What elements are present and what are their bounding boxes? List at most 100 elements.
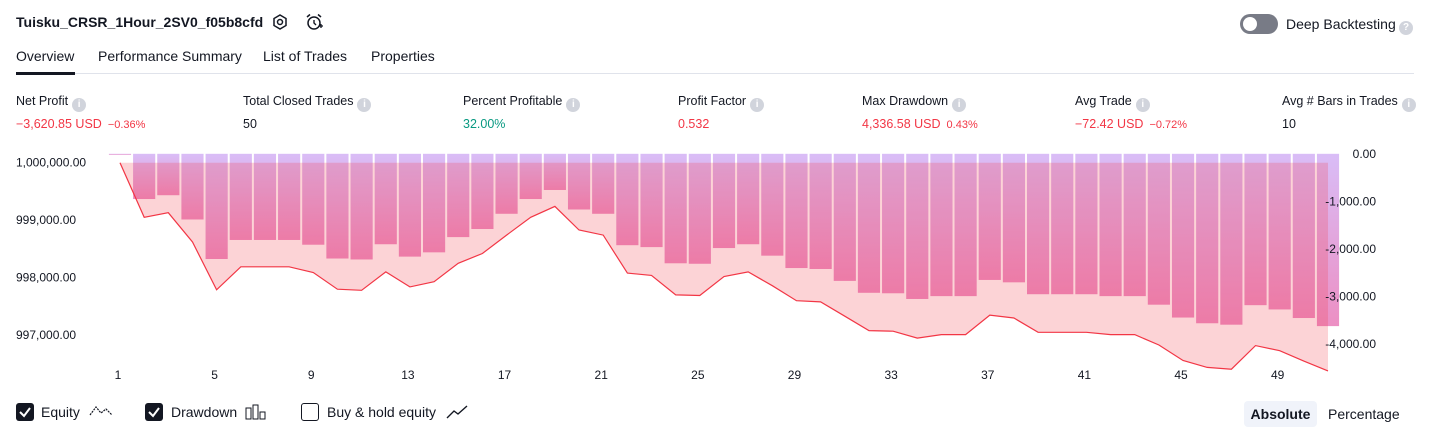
info-icon[interactable]: i — [1401, 98, 1416, 112]
drawdown-bar — [1292, 153, 1315, 319]
drawdown-bar — [1099, 153, 1122, 297]
alarm-clock-icon[interactable] — [304, 12, 324, 32]
drawdown-bar — [882, 153, 905, 294]
stat-value: 10 — [1282, 117, 1296, 131]
stat-percent: −0.36% — [107, 119, 146, 131]
stat-max-drawdown: Max Drawdown i 4,336.58 USD 0.43% — [862, 94, 978, 131]
equity-drawdown-chart[interactable]: 1,000,000.00 999,000.00 998,000.00 997,000.… — [0, 140, 1431, 380]
tab-properties[interactable]: Properties — [371, 48, 435, 64]
x-axis: 1 5 9 13 17 21 25 29 33 37 41 45 49 — [115, 368, 1285, 380]
right-axis-tick: -2,000.00 — [1325, 242, 1376, 256]
settings-icon[interactable] — [270, 12, 290, 32]
right-axis-tick: -3,000.00 — [1325, 290, 1376, 304]
drawdown-bar — [1196, 153, 1219, 324]
drawdown-bar — [1147, 153, 1170, 305]
stat-value: 4,336.58 USD — [862, 117, 941, 131]
x-axis-tick: 1 — [115, 368, 122, 380]
right-axis-tick: 0.00 — [1353, 147, 1377, 161]
stat-label: Total Closed Trades — [243, 94, 354, 108]
stat-net-profit: Net Profit i −3,620.85 USD −0.36% — [16, 94, 145, 131]
drawdown-bar — [664, 153, 687, 264]
drawdown-bar — [447, 153, 470, 238]
trend-line-icon — [446, 405, 468, 419]
percentage-scale-button[interactable]: Percentage — [1328, 406, 1400, 422]
active-tab-indicator — [16, 72, 75, 75]
x-axis-tick: 5 — [211, 368, 218, 380]
drawdown-bar — [1244, 153, 1267, 306]
equity-line-icon — [89, 406, 113, 416]
drawdown-bar — [954, 153, 977, 297]
right-axis-tick: -1,000.00 — [1325, 194, 1376, 208]
drawdown-bar — [471, 153, 494, 230]
x-axis-tick: 9 — [308, 368, 315, 380]
info-icon[interactable]: i — [72, 98, 87, 112]
legend-label: Buy & hold equity — [327, 404, 436, 420]
stat-value: 50 — [243, 117, 257, 131]
stat-value: 32.00% — [463, 117, 506, 131]
stat-profit-factor: Profit Factor i 0.532 — [678, 94, 765, 131]
drawdown-bar — [1316, 153, 1340, 327]
tab-overview[interactable]: Overview — [16, 48, 75, 64]
drawdown-bar — [374, 153, 397, 245]
x-axis-tick: 13 — [401, 368, 415, 380]
drawdown-bar — [278, 153, 301, 240]
x-axis-tick: 25 — [691, 368, 705, 380]
drawdown-bar — [350, 153, 373, 260]
drawdown-bar — [712, 153, 736, 249]
x-axis-tick: 41 — [1078, 368, 1092, 380]
info-icon[interactable]: i — [1135, 98, 1150, 112]
info-icon[interactable]: i — [952, 98, 967, 112]
legend-label: Drawdown — [171, 404, 238, 420]
info-icon[interactable]: i — [357, 98, 372, 112]
drawdown-bar — [495, 153, 518, 214]
drawdown-bar — [1268, 153, 1291, 310]
deep-backtesting-toggle[interactable] — [1240, 14, 1278, 34]
info-icon[interactable]: i — [750, 98, 765, 112]
help-icon[interactable]: ? — [1399, 17, 1413, 35]
stat-label: Avg Trade — [1075, 94, 1132, 108]
drawdown-bar — [423, 153, 446, 253]
checkbox-unchecked-icon[interactable] — [301, 403, 319, 421]
drawdown-bar — [592, 153, 615, 214]
absolute-scale-button[interactable]: Absolute — [1244, 401, 1317, 427]
legend-label: Equity — [41, 404, 80, 420]
drawdown-bar — [543, 153, 566, 190]
left-axis: 1,000,000.00 999,000.00 998,000.00 997,000.… — [16, 156, 86, 343]
drawdown-bar — [157, 153, 180, 196]
drawdown-bar — [688, 153, 711, 264]
x-axis-tick: 29 — [788, 368, 802, 380]
stat-label: Profit Factor — [678, 94, 747, 108]
drawdown-bar — [1123, 153, 1146, 297]
stat-label: Avg # Bars in Trades — [1282, 94, 1398, 108]
x-axis-tick: 33 — [884, 368, 898, 380]
bar-chart-icon — [245, 404, 266, 420]
stat-total-closed-trades: Total Closed Trades i 50 — [243, 94, 372, 131]
stat-value: −72.42 USD — [1075, 117, 1144, 131]
toggle-knob — [1243, 17, 1257, 31]
x-axis-tick: 49 — [1271, 368, 1285, 380]
stat-percent: −0.72% — [1149, 119, 1188, 131]
drawdown-bar — [930, 153, 953, 297]
checkbox-checked-icon[interactable] — [16, 403, 34, 421]
drawdown-bar — [302, 153, 325, 245]
drawdown-bar — [1051, 153, 1074, 295]
stat-label: Max Drawdown — [862, 94, 949, 108]
deep-backtesting-label: Deep Backtesting — [1286, 16, 1396, 32]
stat-percent: 0.43% — [946, 119, 978, 131]
info-icon[interactable]: i — [566, 98, 581, 112]
drawdown-bar — [133, 153, 156, 200]
left-axis-tick: 1,000,000.00 — [16, 156, 86, 170]
stat-value: 0.532 — [678, 117, 710, 131]
stat-avg-bars-in-trades: Avg # Bars in Trades i 10 — [1282, 94, 1416, 131]
drawdown-bar — [326, 153, 349, 259]
drawdown-bar — [857, 153, 881, 293]
left-axis-tick: 999,000.00 — [16, 213, 76, 227]
tab-list-of-trades[interactable]: List of Trades — [263, 48, 348, 64]
tab-performance-summary[interactable]: Performance Summary — [98, 48, 242, 64]
left-axis-tick: 998,000.00 — [16, 271, 76, 285]
checkbox-checked-icon[interactable] — [145, 403, 163, 421]
drawdown-bar — [833, 153, 856, 281]
strategy-title: Tuisku_CRSR_1Hour_2SV0_f05b8cfd — [16, 14, 264, 30]
drawdown-bar — [1220, 153, 1243, 325]
drawdown-bar — [1171, 153, 1195, 318]
